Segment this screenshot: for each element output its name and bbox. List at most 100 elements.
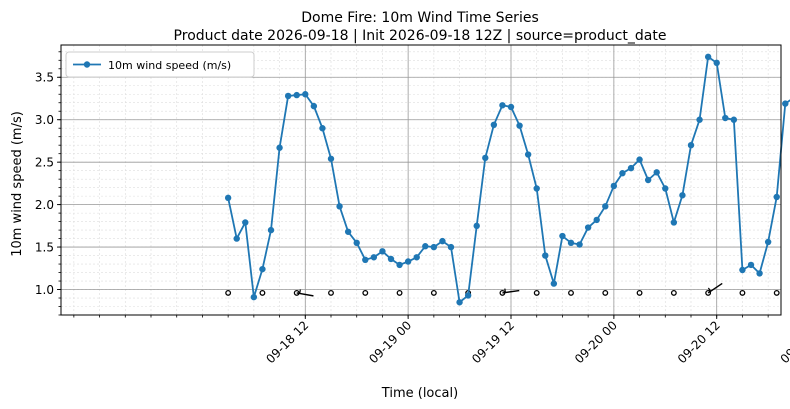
- data-point: [576, 241, 583, 248]
- data-point: [422, 243, 429, 250]
- data-point: [782, 100, 789, 107]
- data-point: [773, 193, 780, 201]
- data-point: [284, 92, 292, 100]
- data-point: [610, 182, 618, 190]
- data-point: [396, 261, 403, 269]
- data-point: [447, 243, 455, 251]
- data-point: [713, 59, 720, 67]
- data-point: [687, 141, 695, 149]
- y-tick-label: 2.5: [35, 155, 54, 169]
- data-point: [267, 226, 275, 234]
- data-point: [439, 237, 446, 245]
- data-point: [542, 252, 549, 259]
- data-point: [499, 102, 506, 109]
- data-point: [559, 232, 566, 240]
- grid: [61, 45, 781, 316]
- x-axis-label: Time (local): [381, 386, 458, 401]
- x-axis: 09-18 12 09-19 00 09-19 12 09-20 00 09-20 12…: [73, 315, 790, 366]
- series-points: [224, 53, 789, 306]
- data-point: [722, 114, 729, 122]
- data-point: [524, 151, 532, 158]
- data-point: [327, 155, 335, 162]
- data-point: [533, 185, 540, 192]
- wind-barb-calm: [739, 289, 746, 296]
- data-point: [259, 265, 266, 273]
- data-point: [473, 222, 480, 230]
- data-point: [739, 266, 746, 274]
- wind-barb-calm: [259, 289, 266, 296]
- data-point: [370, 254, 378, 261]
- x-tick-label: 09-20 12: [675, 318, 723, 366]
- data-point: [644, 176, 652, 184]
- data-point: [344, 228, 352, 235]
- data-point: [482, 154, 489, 162]
- data-point: [619, 170, 626, 177]
- series-line: [227, 55, 790, 304]
- data-point: [362, 256, 369, 264]
- data-point: [730, 116, 738, 123]
- data-point: [319, 125, 326, 132]
- data-point: [764, 238, 772, 246]
- wind-barb-flag: [504, 288, 506, 293]
- data-point: [464, 292, 472, 299]
- data-point: [293, 91, 300, 99]
- legend[interactable]: 10m wind speed (m/s): [65, 51, 255, 78]
- legend-box: [65, 51, 255, 78]
- data-point: [276, 144, 283, 151]
- legend-marker: [83, 61, 91, 68]
- x-tick-label: 09-19 12: [469, 318, 517, 366]
- x-tick-label: 09-21 00: [778, 318, 790, 366]
- wind-barb-shaft: [707, 282, 723, 294]
- wind-barb-calm: [670, 289, 677, 296]
- y-axis: 1.0 1.5 2.0 2.5 3.0 3.5: [35, 51, 61, 316]
- chart-subtitle: Product date 2026-09-18 | Init 2026-09-1…: [174, 28, 667, 44]
- data-point: [233, 235, 240, 242]
- data-point: [507, 103, 515, 111]
- wind-barb-calm: [225, 289, 232, 296]
- data-point: [584, 224, 592, 231]
- data-point: [404, 258, 412, 265]
- data-point: [636, 156, 643, 163]
- data-point: [456, 299, 463, 306]
- data-point: [224, 194, 232, 202]
- series-line-path: [227, 55, 790, 304]
- data-point: [747, 261, 755, 269]
- wind-barb-flag: [299, 289, 301, 294]
- data-point: [593, 216, 600, 224]
- wind-barb-calm: [602, 289, 609, 296]
- data-point: [653, 169, 660, 176]
- wind-barb-calm: [636, 289, 643, 296]
- data-point: [336, 203, 343, 210]
- data-point: [756, 270, 763, 277]
- data-point: [250, 293, 258, 301]
- plot-frame: [60, 44, 782, 316]
- x-tick-label: 09-20 00: [572, 318, 620, 366]
- wind-barb-calm: [568, 289, 574, 296]
- data-point: [387, 255, 395, 263]
- y-tick-label: 3.5: [35, 71, 54, 85]
- y-tick-label: 1.5: [35, 240, 54, 254]
- y-tick-label: 1.0: [35, 283, 54, 297]
- y-tick-label: 2.0: [35, 198, 54, 212]
- data-point: [490, 121, 498, 129]
- data-point: [670, 219, 678, 226]
- wind-barb-shaft: [296, 292, 314, 297]
- wind-barb-calm: [533, 289, 540, 296]
- data-point: [679, 192, 686, 199]
- y-tick-label: 3.0: [35, 113, 54, 127]
- data-point: [353, 239, 360, 247]
- wind-barb-calm: [705, 289, 712, 296]
- wind-barb-calm: [396, 289, 403, 296]
- data-point: [379, 248, 386, 255]
- data-point: [413, 254, 420, 261]
- data-point: [516, 122, 523, 129]
- wind-barb-calm: [362, 289, 369, 296]
- data-point: [567, 239, 575, 247]
- data-point: [310, 102, 318, 110]
- data-point: [602, 203, 609, 210]
- data-point: [627, 164, 635, 172]
- data-point: [302, 91, 309, 98]
- data-point: [704, 53, 712, 61]
- data-point: [696, 116, 703, 123]
